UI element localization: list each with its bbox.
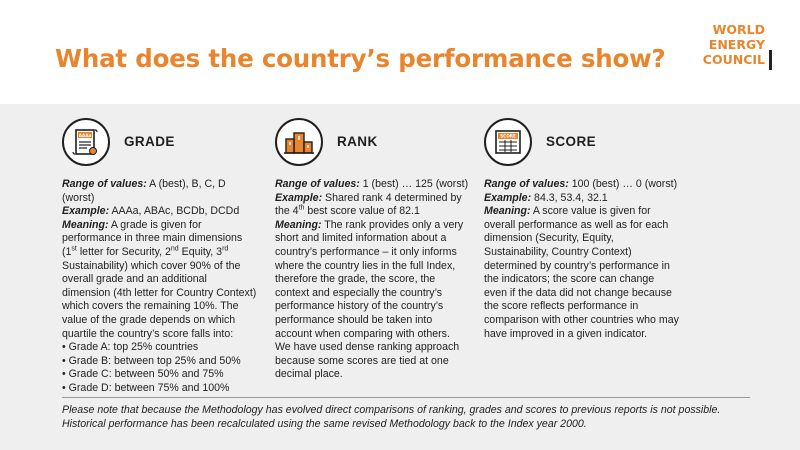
certificate-badge-text: AAAa bbox=[79, 133, 92, 138]
grade-range: Range of values: A (best), B, C, D (wors… bbox=[62, 178, 226, 204]
logo-line-2: ENERGY bbox=[708, 37, 765, 52]
rank-range: Range of values: 1 (best) … 125 (worst) bbox=[275, 178, 469, 190]
rank-example: Example: Shared rank 4 determined by the… bbox=[275, 191, 462, 218]
grade-title: GRADE bbox=[124, 134, 175, 150]
rank-title: RANK bbox=[337, 134, 378, 150]
grade-bullets: Grade A: top 25% countries Grade B: betw… bbox=[62, 341, 258, 395]
logo-line-3: COUNCIL bbox=[702, 52, 765, 67]
list-item: Grade A: top 25% countries bbox=[62, 341, 258, 355]
grade-meaning: Meaning: A grade is given for performanc… bbox=[62, 218, 257, 340]
list-item: Grade B: between top 25% and 50% bbox=[62, 355, 258, 369]
logo-line-1: WORLD bbox=[712, 22, 765, 37]
list-item: Grade C: between 50% and 75% bbox=[62, 368, 258, 382]
logo-bar bbox=[769, 50, 772, 70]
footnote: Please note that because the Methodology… bbox=[62, 404, 721, 430]
podium-icon bbox=[275, 118, 323, 166]
world-energy-council-logo: WORLD ENERGY COUNCIL bbox=[703, 22, 772, 70]
scoreboard-badge-text: SCORE bbox=[500, 134, 516, 139]
certificate-icon: AAAa bbox=[62, 118, 110, 166]
score-range: Range of values: 100 (best) … 0 (worst) bbox=[484, 178, 678, 190]
score-column: SCORE SCORE Range of values: 100 (best) … bbox=[484, 114, 680, 341]
grade-example: Example: AAAa, ABAc, BCDb, DCDd bbox=[62, 205, 240, 218]
rank-extra: We have used dense ranking approach beca… bbox=[275, 341, 460, 381]
scoreboard-icon: SCORE bbox=[484, 118, 532, 166]
grade-column: AAAa GRADE Range of values: A (best), B,… bbox=[62, 114, 258, 396]
rank-column: RANK Range of values: 1 (best) … 125 (wo… bbox=[275, 114, 471, 382]
score-meaning: Meaning: A score value is given for over… bbox=[484, 205, 679, 340]
page-title: What does the country’s performance show… bbox=[55, 44, 666, 73]
header-band: What does the country’s performance show… bbox=[0, 0, 800, 104]
rank-meaning: Meaning: The rank provides only a very s… bbox=[275, 218, 464, 340]
list-item: Grade D: between 75% and 100% bbox=[62, 382, 258, 396]
footnote-divider bbox=[62, 397, 750, 398]
score-title: SCORE bbox=[546, 134, 597, 150]
score-example: Example: 84.3, 53.4, 32.1 bbox=[484, 191, 608, 204]
